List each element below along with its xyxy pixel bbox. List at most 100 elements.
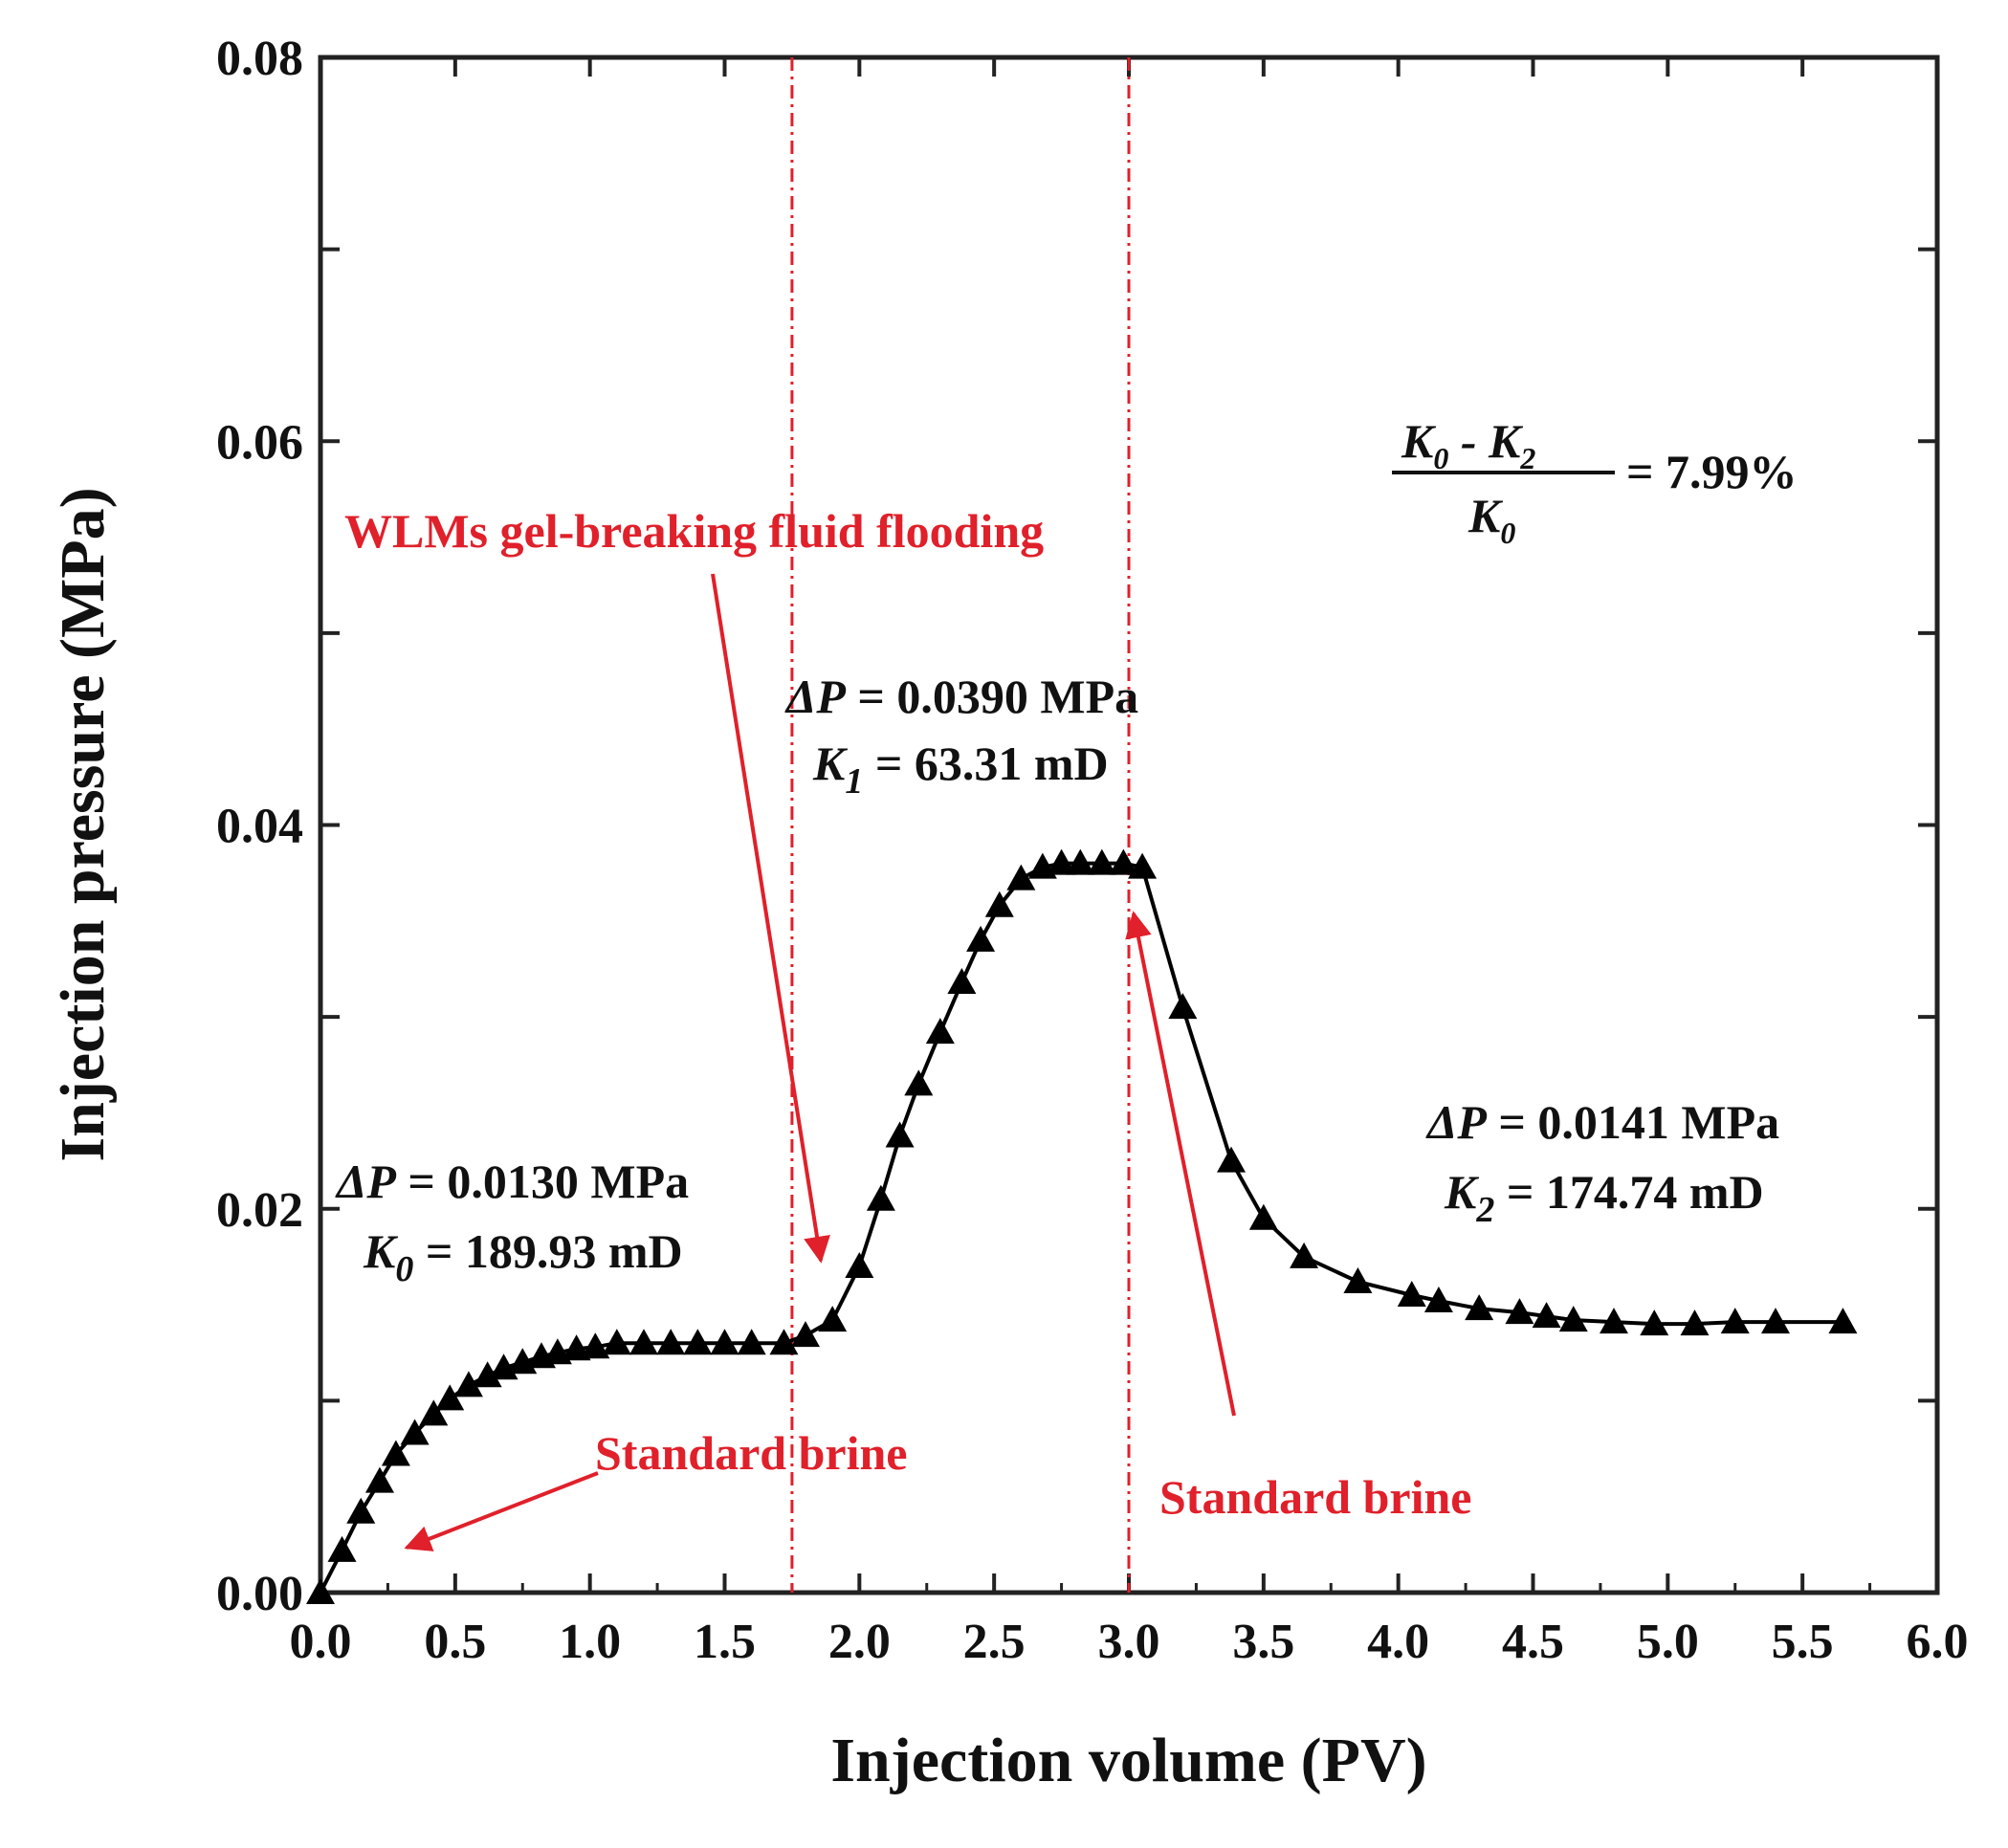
formula-den-k-symbol: K bbox=[1467, 489, 1504, 542]
formula-k0-symbol: K bbox=[1401, 414, 1437, 468]
k2-symbol: K bbox=[1444, 1165, 1480, 1219]
data-point-triangle bbox=[984, 891, 1014, 917]
stage1-k-value: = 63.31 mD bbox=[863, 737, 1108, 790]
data-point-triangle bbox=[818, 1306, 848, 1332]
data-point-triangle bbox=[381, 1440, 410, 1466]
data-point-triangle bbox=[769, 1329, 799, 1355]
data-point-triangle bbox=[683, 1329, 713, 1355]
x-tick-label: 2.0 bbox=[828, 1615, 891, 1669]
data-point-triangle bbox=[947, 968, 977, 995]
data-point-triangle bbox=[1066, 848, 1095, 875]
x-axis-ticks: 0.0 0.5 1.0 1.5 2.0 2.5 3.0 3.5 4.0 4.5 5.0 5.5 6.0 bbox=[290, 57, 1969, 1669]
stage1-k-annotation: K1 = 63.31 mD bbox=[812, 737, 1109, 802]
data-point-triangle bbox=[306, 1578, 335, 1604]
x-tick-label: 5.0 bbox=[1637, 1615, 1699, 1669]
data-point-triangle bbox=[473, 1361, 502, 1388]
x-tick-label: 2.5 bbox=[963, 1615, 1026, 1669]
stage-divider-lines bbox=[790, 57, 1131, 1593]
data-point-triangle bbox=[1248, 1203, 1278, 1230]
standard-brine-label-left: Standard brine bbox=[595, 1426, 907, 1480]
formula-k0-subscript: 0 bbox=[1433, 441, 1448, 475]
stage0-k-annotation: K0 = 189.93 mD bbox=[363, 1224, 683, 1289]
k1-subscript: 1 bbox=[845, 761, 863, 802]
stage0-dp-annotation: ΔP = 0.0130 MPa bbox=[335, 1155, 689, 1208]
data-point-triangle bbox=[1087, 848, 1116, 875]
k2-subscript: 2 bbox=[1475, 1190, 1494, 1230]
data-point-triangle bbox=[327, 1535, 357, 1562]
x-tick-label: 4.5 bbox=[1502, 1615, 1564, 1669]
data-point-triangle bbox=[1761, 1308, 1790, 1334]
data-point-triangle bbox=[791, 1321, 820, 1348]
y-tick-label: 0.04 bbox=[216, 800, 303, 854]
x-tick-label: 6.0 bbox=[1907, 1615, 1969, 1669]
formula-minus-k2: - K bbox=[1448, 414, 1524, 468]
stage1-dp-annotation: ΔP = 0.0390 MPa bbox=[784, 670, 1138, 723]
formula-den-subscript: 0 bbox=[1500, 516, 1515, 550]
data-point-triangle bbox=[966, 925, 996, 952]
data-point-triangle bbox=[435, 1384, 465, 1411]
k0-symbol: K bbox=[363, 1224, 399, 1278]
stage2-k-value: = 174.74 mD bbox=[1494, 1165, 1763, 1219]
delta-p-symbol: ΔP bbox=[784, 670, 846, 723]
data-point-triangle bbox=[400, 1419, 430, 1445]
data-point-triangle bbox=[419, 1399, 449, 1426]
data-point-triangle bbox=[656, 1329, 686, 1355]
k1-symbol: K bbox=[812, 737, 849, 790]
stage2-k-annotation: K2 = 174.74 mD bbox=[1444, 1165, 1764, 1230]
formula-numerator: K0 - K2 bbox=[1401, 414, 1535, 475]
data-point-triangle bbox=[581, 1332, 610, 1359]
x-axis-title: Injection volume (PV) bbox=[830, 1726, 1426, 1795]
data-point-triangle bbox=[866, 1184, 895, 1211]
standard-brine-arrow-left bbox=[404, 1471, 599, 1551]
y-axis-title: Injection pressure (MPa) bbox=[48, 487, 118, 1161]
data-point-triangle bbox=[1465, 1294, 1494, 1321]
data-point-triangle bbox=[1047, 848, 1076, 875]
data-point-triangle bbox=[1217, 1146, 1247, 1173]
data-point-triangle bbox=[1397, 1281, 1426, 1308]
x-tick-label: 0.5 bbox=[424, 1615, 486, 1669]
data-point-triangle bbox=[1423, 1287, 1453, 1313]
standard-brine-label-right: Standard brine bbox=[1159, 1470, 1471, 1524]
data-point-triangle bbox=[1168, 993, 1198, 1020]
data-point-triangle bbox=[1640, 1309, 1669, 1336]
stage1-dp-value: = 0.0390 MPa bbox=[846, 670, 1138, 723]
data-point-triangle bbox=[1680, 1309, 1710, 1336]
data-point-triangle bbox=[1006, 864, 1036, 891]
data-point-triangle bbox=[845, 1251, 874, 1278]
data-point-triangle bbox=[1532, 1302, 1561, 1329]
data-point-triangle bbox=[925, 1018, 955, 1045]
data-point-triangle bbox=[710, 1329, 739, 1355]
data-point-triangle bbox=[346, 1497, 376, 1524]
stage0-k-value: = 189.93 mD bbox=[413, 1224, 682, 1278]
y-tick-label: 0.02 bbox=[216, 1183, 303, 1238]
delta-p-symbol: ΔP bbox=[1425, 1095, 1487, 1149]
formula-result: = 7.99% bbox=[1626, 445, 1798, 498]
data-point-triangle bbox=[904, 1069, 934, 1096]
data-point-triangle bbox=[1128, 852, 1158, 879]
data-point-triangle bbox=[1828, 1308, 1858, 1334]
damage-ratio-formula: K0 - K2 K0 = 7.99% bbox=[1392, 414, 1798, 550]
data-point-triangle bbox=[885, 1121, 915, 1148]
data-point-triangle bbox=[1600, 1308, 1628, 1334]
x-tick-label: 4.0 bbox=[1367, 1615, 1429, 1669]
data-point-triangle bbox=[453, 1371, 483, 1397]
x-tick-label: 0.0 bbox=[290, 1615, 352, 1669]
data-point-triangle bbox=[1109, 848, 1138, 875]
x-tick-label: 5.5 bbox=[1772, 1615, 1834, 1669]
x-tick-label: 1.0 bbox=[559, 1615, 621, 1669]
stage2-dp-annotation: ΔP = 0.0141 MPa bbox=[1425, 1095, 1779, 1149]
gel-breaking-label: WLMs gel-breaking fluid flooding bbox=[344, 504, 1044, 558]
y-axis-ticks: 0.00 0.02 0.04 0.06 0.08 bbox=[216, 32, 1937, 1621]
data-point-triangle bbox=[602, 1329, 631, 1355]
pressure-series-markers bbox=[306, 848, 1858, 1604]
data-point-triangle bbox=[1558, 1306, 1588, 1332]
x-tick-label: 3.0 bbox=[1098, 1615, 1160, 1669]
stage0-dp-value: = 0.0130 MPa bbox=[396, 1155, 689, 1208]
data-point-triangle bbox=[364, 1466, 394, 1493]
x-tick-label: 1.5 bbox=[694, 1615, 756, 1669]
formula-k2-subscript: 2 bbox=[1519, 441, 1535, 475]
k0-subscript: 0 bbox=[395, 1249, 413, 1289]
stage2-dp-value: = 0.0141 MPa bbox=[1487, 1095, 1779, 1149]
data-point-triangle bbox=[737, 1329, 766, 1355]
